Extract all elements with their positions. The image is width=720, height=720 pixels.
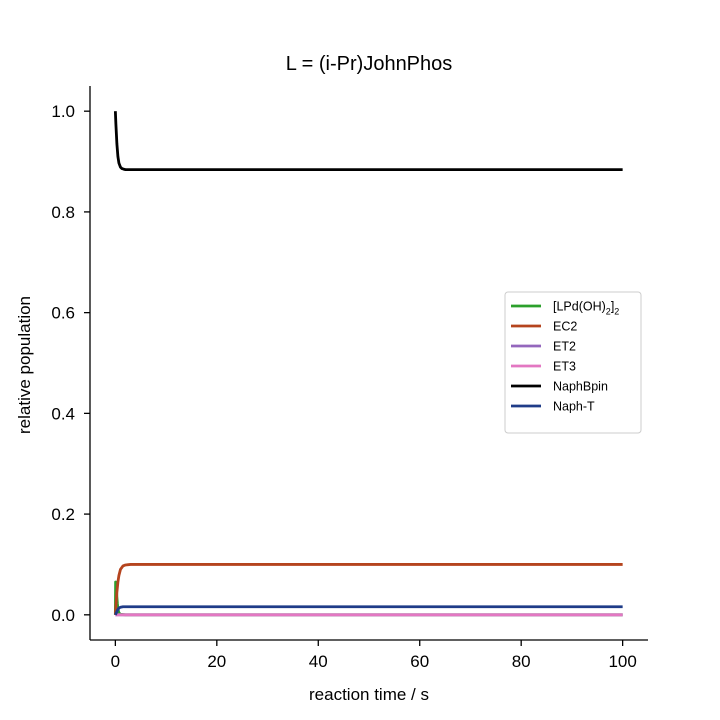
plot-lines — [113, 111, 623, 617]
legend-label-lpd-oh-2-2: [LPd(OH)2]2 — [553, 300, 619, 317]
x-tick-label: 80 — [512, 652, 531, 671]
legend-label-naphbpin: NaphBpin — [553, 380, 608, 394]
y-tick-label: 0.8 — [51, 203, 75, 222]
x-tick-label: 0 — [111, 652, 120, 671]
chart-title: L = (i-Pr)JohnPhos — [286, 53, 453, 75]
legend-label-et3: ET3 — [553, 360, 576, 374]
x-tick-label: 100 — [608, 652, 636, 671]
x-axis-label: reaction time / s — [309, 685, 429, 704]
y-tick-label: 0.6 — [51, 304, 75, 323]
legend-label-naph-t: Naph-T — [553, 400, 595, 414]
axes — [89, 86, 648, 641]
series-line-ec2 — [113, 563, 623, 615]
legend: [LPd(OH)2]2 EC2 ET2 ET3 NaphBpin Naph-T — [504, 291, 642, 434]
x-ticks: 0 20 40 60 80 100 — [111, 640, 637, 671]
series-line-naphbpin — [113, 111, 623, 172]
y-axis-label: relative population — [15, 296, 34, 434]
y-tick-label: 1.0 — [51, 102, 75, 121]
legend-label-ec2: EC2 — [553, 320, 577, 334]
x-tick-label: 60 — [410, 652, 429, 671]
y-tick-label: 0.2 — [51, 505, 75, 524]
x-tick-label: 20 — [207, 652, 226, 671]
series-line-naph-t — [114, 605, 623, 616]
y-tick-label: 0.4 — [51, 404, 75, 423]
series-line-lpd-oh-2-2 — [113, 580, 623, 617]
legend-label-et2: ET2 — [553, 340, 576, 354]
x-tick-label: 40 — [309, 652, 328, 671]
y-tick-label: 0.0 — [51, 606, 75, 625]
y-ticks: 0.0 0.2 0.4 0.6 0.8 1.0 — [51, 102, 90, 625]
